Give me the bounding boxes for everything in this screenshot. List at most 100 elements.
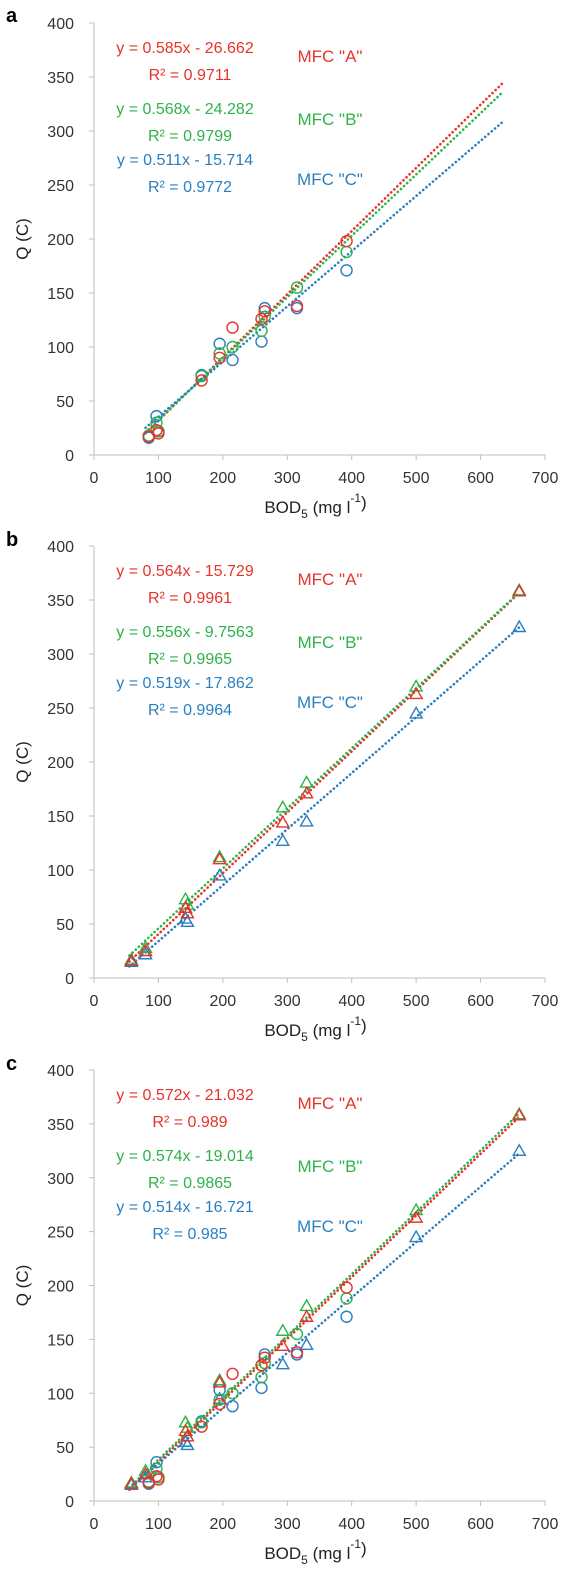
x-tick-label: 200 — [210, 1516, 237, 1533]
y-tick-label: 350 — [47, 593, 74, 610]
y-axis-title: Q (C) — [13, 741, 32, 783]
chart-panel-c: c 0 50 100 150 200 250 300 350 400 0 100 200 300 400 50… — [6, 1053, 558, 1567]
trendline-mfc-c — [128, 626, 521, 968]
x-tick-label: 500 — [403, 993, 430, 1010]
trendline-equation: y = 0.519x - 17.862 — [116, 675, 254, 692]
data-point-circle — [195, 1416, 208, 1429]
y-tick-label: 200 — [47, 755, 74, 772]
x-tick-label: 0 — [90, 1516, 99, 1533]
data-point-circle — [213, 1397, 226, 1411]
data-point-triangle — [512, 583, 527, 597]
data-point-triangle — [299, 785, 314, 799]
x-axis-title-part: -1 — [350, 1537, 361, 1551]
data-point-triangle — [138, 946, 153, 960]
x-tick-label: 200 — [210, 470, 237, 487]
r-squared-label: R² = 0.9964 — [148, 702, 232, 719]
x-axis-title-part: (mg l — [308, 1021, 351, 1040]
y-tick-label: 0 — [65, 448, 74, 465]
y-axis-title: Q (C) — [13, 218, 32, 260]
x-axis-title-part: BOD — [264, 1544, 301, 1563]
y-tick-label: 400 — [47, 539, 74, 556]
data-point-triangle — [275, 799, 290, 813]
data-point-circle — [150, 1456, 163, 1469]
x-tick-label: 100 — [145, 993, 172, 1010]
data-point-triangle — [512, 1107, 527, 1121]
data-point-triangle — [180, 914, 195, 928]
x-tick-label: 200 — [210, 993, 237, 1010]
x-tick-label: 700 — [532, 993, 559, 1010]
y-tick-label: 350 — [47, 1117, 74, 1134]
data-point-circle — [258, 1356, 271, 1370]
x-axis-title-part: BOD — [264, 498, 301, 517]
x-tick-label: 0 — [90, 470, 99, 487]
x-axis-title-part: 5 — [301, 1553, 308, 1567]
data-point-circle — [290, 281, 304, 294]
x-axis-title-part: ) — [361, 1539, 367, 1558]
data-point-triangle — [299, 1298, 314, 1312]
x-axis-title: BOD5 (mg l-1) — [264, 1014, 366, 1044]
data-point-circle — [340, 234, 353, 248]
series-label-mfc-a: MFC "A" — [298, 1094, 363, 1113]
trendline-equation: y = 0.572x - 21.032 — [116, 1087, 254, 1104]
data-point-triangle — [212, 1372, 227, 1386]
y-tick-label: 50 — [56, 917, 74, 934]
y-tick-label: 150 — [47, 809, 74, 826]
x-axis-title-part: 5 — [301, 1030, 308, 1044]
data-point-circle — [255, 1381, 268, 1395]
x-tick-label: 600 — [467, 993, 494, 1010]
panel-letter: a — [6, 5, 18, 27]
y-tick-label: 150 — [47, 1332, 74, 1349]
x-axis-title: BOD5 (mg l-1) — [264, 1537, 366, 1567]
data-point-circle — [152, 1473, 165, 1486]
y-tick-label: 100 — [47, 863, 74, 880]
data-point-circle — [213, 337, 226, 350]
y-axis-title: Q (C) — [13, 1265, 32, 1307]
y-tick-label: 250 — [47, 701, 74, 718]
data-point-triangle — [212, 849, 227, 863]
data-point-triangle — [275, 833, 290, 847]
x-tick-label: 400 — [338, 993, 365, 1010]
x-tick-label: 700 — [532, 470, 559, 487]
data-point-circle — [258, 301, 271, 315]
data-point-circle — [340, 264, 353, 277]
data-point-circle — [213, 1393, 226, 1406]
panel-letter: c — [6, 1053, 17, 1075]
data-point-circle — [258, 305, 271, 318]
data-point-triangle — [299, 1309, 314, 1322]
data-point-circle — [213, 347, 226, 360]
r-squared-label: R² = 0.9772 — [148, 179, 232, 196]
y-tick-label: 350 — [47, 70, 74, 87]
data-point-circle — [226, 1387, 239, 1400]
data-point-triangle — [408, 686, 424, 700]
data-point-triangle — [138, 1466, 153, 1480]
y-tick-label: 200 — [47, 232, 74, 249]
data-point-circle — [213, 351, 226, 364]
x-axis-title-part: -1 — [350, 491, 361, 505]
data-point-triangle — [180, 1428, 195, 1442]
y-tick-label: 400 — [47, 1063, 74, 1080]
y-tick-label: 50 — [56, 1440, 74, 1457]
y-tick-label: 400 — [47, 16, 74, 33]
data-point-circle — [152, 427, 165, 440]
x-tick-label: 300 — [274, 993, 301, 1010]
y-tick-label: 200 — [47, 1279, 74, 1296]
data-point-triangle — [408, 1210, 424, 1223]
x-tick-label: 700 — [532, 1516, 559, 1533]
data-point-triangle — [299, 1337, 314, 1350]
y-tick-label: 250 — [47, 178, 74, 195]
series-label-mfc-a: MFC "A" — [298, 47, 363, 66]
data-point-triangle — [275, 1356, 290, 1370]
trendline-mfc-b — [128, 590, 521, 957]
x-tick-label: 400 — [338, 470, 365, 487]
data-point-circle — [340, 1310, 353, 1323]
data-point-triangle — [180, 1437, 195, 1451]
data-point-triangle — [299, 813, 314, 827]
trendline-equation: y = 0.564x - 15.729 — [116, 563, 254, 580]
x-tick-label: 300 — [274, 1516, 301, 1533]
y-tick-label: 300 — [47, 124, 74, 141]
data-point-triangle — [408, 1202, 424, 1216]
series-label-mfc-c: MFC "C" — [297, 693, 363, 712]
data-point-circle — [258, 310, 271, 323]
x-axis-title: BOD5 (mg l-1) — [264, 491, 366, 521]
series-label-mfc-b: MFC "B" — [298, 633, 363, 652]
